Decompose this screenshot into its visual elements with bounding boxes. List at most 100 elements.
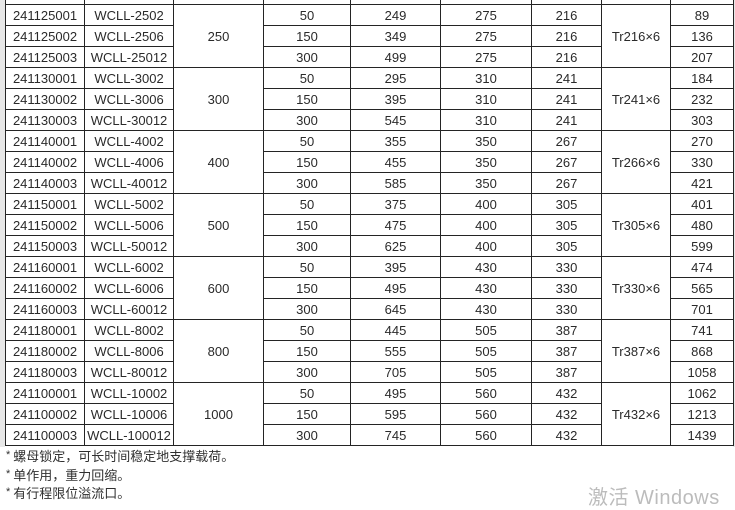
cell-id: 241160003	[5, 298, 85, 320]
cell-stroke: 150	[263, 151, 351, 173]
footnote-line: * 螺母锁定，可长时间稳定地支撑载荷。	[6, 446, 234, 465]
cell-c6: 430	[440, 256, 532, 278]
cell-model: WCLL-2506	[84, 25, 174, 47]
cell-id: 241160002	[5, 277, 85, 299]
footnote-text: 单作用，重力回缩。	[13, 467, 131, 483]
cell-c7: 241	[531, 88, 602, 110]
footnotes: * 螺母锁定，可长时间稳定地支撑载荷。 * 单作用，重力回缩。 * 有行程限位溢流口。	[6, 446, 234, 502]
cell-c9: 599	[670, 235, 734, 257]
cell-c6: 505	[440, 319, 532, 341]
cell-c5: 585	[350, 172, 441, 194]
table-row: 241100003 WCLL-100012 300 745 560 432 1439	[5, 424, 734, 446]
cell-c5: 249	[350, 4, 441, 26]
cell-c5: 595	[350, 403, 441, 425]
cell-c9: 1439	[670, 424, 734, 446]
table-row: 241180003 WCLL-80012 300 705 505 387 1058	[5, 361, 734, 383]
cell-c6: 350	[440, 130, 532, 152]
cell-c6: 560	[440, 424, 532, 446]
cell-id: 241140002	[5, 151, 85, 173]
cell-c5: 375	[350, 193, 441, 215]
cell-capacity: 300	[173, 67, 264, 131]
cell-c7: 387	[531, 340, 602, 362]
page-margin-right	[733, 0, 735, 447]
cell-id: 241140003	[5, 172, 85, 194]
cell-model: WCLL-25012	[84, 46, 174, 68]
cell-c5: 295	[350, 67, 441, 89]
cell-c5: 445	[350, 319, 441, 341]
cell-c6: 560	[440, 403, 532, 425]
cell-id: 241125002	[5, 25, 85, 47]
cell-c7: 267	[531, 151, 602, 173]
cell-c9: 303	[670, 109, 734, 131]
spec-table: 241125001 WCLL-2502 250 50 249 275 216 Tr216×6 8…	[5, 0, 734, 446]
page-margin-left	[0, 0, 5, 447]
cell-c9: 565	[670, 277, 734, 299]
windows-activation-watermark: 激活 Windows	[588, 487, 720, 509]
cell-c6: 275	[440, 25, 532, 47]
cell-capacity: 800	[173, 319, 264, 383]
cell-model: WCLL-60012	[84, 298, 174, 320]
cell-c5: 395	[350, 256, 441, 278]
cell-stroke: 300	[263, 235, 351, 257]
cell-model: WCLL-5002	[84, 193, 174, 215]
cell-c9: 136	[670, 25, 734, 47]
cell-model: WCLL-40012	[84, 172, 174, 194]
cell-capacity: 400	[173, 130, 264, 194]
cell-id: 241100001	[5, 382, 85, 404]
cell-c5: 495	[350, 382, 441, 404]
cell-c7: 267	[531, 172, 602, 194]
cell-model: WCLL-10006	[84, 403, 174, 425]
cell-c6: 560	[440, 382, 532, 404]
cell-capacity: 600	[173, 256, 264, 320]
cell-model: WCLL-80012	[84, 361, 174, 383]
cell-stroke: 50	[263, 4, 351, 26]
cell-stroke: 50	[263, 193, 351, 215]
cell-c5: 745	[350, 424, 441, 446]
cell-id: 241150003	[5, 235, 85, 257]
table-row: 241150001 WCLL-5002 500 50 375 400 305 Tr305×6 4…	[5, 193, 734, 257]
cell-c5: 495	[350, 277, 441, 299]
table-row: 241150003 WCLL-50012 300 625 400 305 599	[5, 235, 734, 257]
cell-stroke: 300	[263, 172, 351, 194]
cell-stroke: 50	[263, 382, 351, 404]
cell-c7: 432	[531, 424, 602, 446]
cell-c9: 401	[670, 193, 734, 215]
footnote-line: * 单作用，重力回缩。	[6, 465, 234, 484]
cell-id: 241180001	[5, 319, 85, 341]
cell-thread: Tr216×6	[601, 4, 671, 68]
cell-model: WCLL-3006	[84, 88, 174, 110]
cell-id: 241140001	[5, 130, 85, 152]
cell-stroke: 300	[263, 361, 351, 383]
cell-c5: 455	[350, 151, 441, 173]
cell-c9: 868	[670, 340, 734, 362]
cell-c9: 701	[670, 298, 734, 320]
cell-stroke: 300	[263, 109, 351, 131]
cell-stroke: 150	[263, 277, 351, 299]
cell-c5: 555	[350, 340, 441, 362]
cell-thread: Tr305×6	[601, 193, 671, 257]
cell-model: WCLL-4006	[84, 151, 174, 173]
cell-c7: 267	[531, 130, 602, 152]
cell-capacity: 1000	[173, 382, 264, 446]
cell-c5: 499	[350, 46, 441, 68]
cell-c6: 275	[440, 4, 532, 26]
table-row: 241100001 WCLL-10002 1000 50 495 560 432 Tr432×…	[5, 382, 734, 446]
cell-c5: 349	[350, 25, 441, 47]
table-row: 241160001 WCLL-6002 600 50 395 430 330 Tr330×6 4…	[5, 256, 734, 320]
cell-id: 241100002	[5, 403, 85, 425]
cell-thread: Tr432×6	[601, 382, 671, 446]
table-row: 241180001 WCLL-8002 800 50 445 505 387 Tr387×6 7…	[5, 319, 734, 383]
cell-model: WCLL-8006	[84, 340, 174, 362]
cell-id: 241160001	[5, 256, 85, 278]
clipped-row	[5, 0, 734, 5]
cell-c9: 1213	[670, 403, 734, 425]
cell-c7: 305	[531, 235, 602, 257]
footnote-marker: *	[6, 449, 11, 461]
cell-id: 241150002	[5, 214, 85, 236]
cell-model: WCLL-50012	[84, 235, 174, 257]
cell-c6: 350	[440, 151, 532, 173]
cell-c7: 216	[531, 25, 602, 47]
cell-c7: 241	[531, 109, 602, 131]
cell-c7: 330	[531, 256, 602, 278]
